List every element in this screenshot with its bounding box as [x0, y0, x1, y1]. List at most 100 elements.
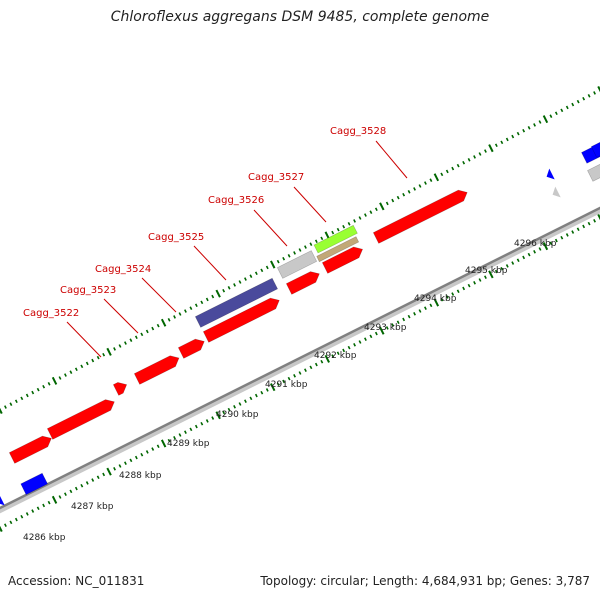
gene-label-leader: [193, 245, 227, 281]
inner-tick: [309, 365, 313, 370]
inner-tick: [484, 275, 487, 279]
scale-label: 4288 kbp: [119, 471, 162, 481]
backbone-shadow: [0, 206, 600, 514]
inner-tick: [80, 483, 84, 488]
inner-tick: [565, 233, 569, 237]
outer-tick: [282, 256, 286, 261]
inner-tick: [429, 303, 433, 308]
outer-tick: [336, 227, 340, 232]
outer-tick: [576, 99, 580, 104]
genome-summary-text: Topology: circular; Length: 4,684,931 bp…: [260, 574, 590, 588]
gene-blue: [590, 141, 600, 158]
inner-tick: [91, 478, 95, 482]
outer-tick: [276, 259, 280, 264]
inner-tick: [205, 419, 209, 423]
outer-tick: [511, 134, 515, 139]
inner-tick: [0, 525, 3, 533]
outer-tick: [287, 254, 291, 258]
outer-tick: [167, 318, 171, 322]
gene-purple: [194, 277, 279, 328]
inner-tick: [102, 472, 106, 477]
scale-label: 4296 kbp: [514, 239, 557, 249]
outer-tick-ring: [0, 85, 600, 415]
inner-tick: [270, 383, 276, 392]
inner-tick: [31, 509, 35, 513]
accession-text: Accession: NC_011831: [8, 574, 145, 588]
outer-tick: [173, 315, 176, 319]
gene-label: Cagg_3525: [148, 232, 204, 243]
outer-tick: [374, 207, 378, 212]
inner-tick: [156, 444, 160, 449]
outer-tick: [31, 390, 35, 395]
inner-tick: [391, 323, 395, 327]
outer-tick: [106, 347, 112, 356]
outer-tick: [244, 277, 247, 281]
inner-tick: [194, 424, 198, 429]
gene-rna: [276, 250, 318, 279]
outer-tick: [265, 265, 269, 270]
outer-tick: [597, 85, 600, 93]
outer-tick: [47, 382, 51, 386]
inner-tick: [522, 255, 526, 260]
outer-tick: [194, 303, 198, 308]
outer-tick: [500, 140, 504, 145]
inner-tick: [538, 247, 542, 251]
inner-tick: [324, 354, 330, 363]
outer-tick: [358, 216, 362, 220]
inner-tick: [374, 331, 378, 336]
outer-tick: [270, 260, 276, 269]
inner-tick: [576, 227, 580, 232]
scale-label: 4294 kbp: [414, 294, 457, 304]
inner-tick: [184, 430, 187, 434]
scale-label: 4290 kbp: [216, 410, 259, 420]
outer-tick: [565, 105, 569, 110]
outer-tick: [462, 160, 466, 165]
inner-tick: [488, 270, 494, 279]
outer-tick: [342, 224, 346, 229]
outer-tick: [80, 364, 84, 369]
outer-tick: [478, 152, 482, 156]
outer-tick: [309, 242, 313, 246]
inner-tick: [445, 295, 449, 299]
inner-tick: [298, 371, 302, 375]
outer-tick: [522, 128, 526, 133]
inner-tick: [505, 264, 509, 268]
inner-tick: [385, 326, 389, 330]
inner-tick: [554, 238, 558, 243]
inner-tick: [314, 362, 318, 367]
genome-title: Chloroflexus aggregans DSM 9485, complet…: [110, 9, 490, 25]
inner-tick: [173, 436, 176, 440]
inner-tick: [244, 399, 247, 403]
inner-tick: [85, 481, 89, 485]
outer-tick: [364, 213, 367, 217]
gene-label: Cagg_3524: [95, 264, 151, 275]
outer-tick: [347, 222, 351, 226]
inner-tick: [25, 512, 29, 516]
inner-tick: [129, 458, 133, 463]
outer-tick: [433, 173, 440, 182]
outer-tick: [560, 108, 564, 113]
inner-tick: [451, 292, 455, 296]
scale-label: 4291 kbp: [265, 380, 308, 390]
inner-tick: [124, 461, 127, 465]
inner-tick: [233, 405, 236, 409]
outer-tick: [494, 143, 498, 148]
outer-tick: [227, 286, 231, 290]
inner-tick: [140, 452, 144, 457]
gene-labels: Cagg_3522 Cagg_3523 Cagg_3524 Cagg_3525 Cagg…: [23, 126, 408, 358]
inner-tick: [379, 326, 385, 335]
outer-tick: [184, 309, 187, 313]
gene-tan: [316, 236, 360, 263]
outer-tick: [440, 172, 444, 177]
outer-tick: [484, 149, 487, 153]
outer-tick: [505, 137, 509, 142]
outer-tick: [451, 166, 455, 171]
gene-cds: [285, 271, 320, 295]
outer-tick: [140, 332, 144, 337]
inner-tick: [42, 503, 46, 508]
outer-tick: [129, 338, 133, 342]
inner-tick: [178, 433, 182, 437]
outer-tick: [36, 387, 40, 392]
gene-label: Cagg_3528: [330, 126, 386, 137]
inner-tick: [413, 312, 416, 316]
